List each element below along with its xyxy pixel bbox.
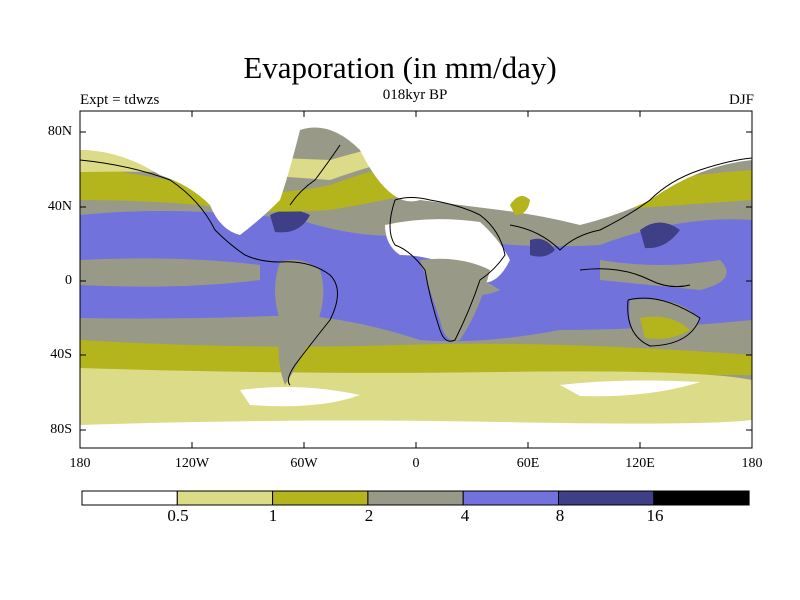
season-label: DJF xyxy=(728,92,754,108)
colorbar-swatch xyxy=(176,490,274,506)
y-tick-label: 40N xyxy=(47,199,72,214)
band-north-olive xyxy=(80,150,480,212)
y-tick-label: 80N xyxy=(47,124,72,139)
x-tick-label: 60E xyxy=(516,456,540,471)
caspian-olive xyxy=(510,196,530,215)
gulfstream-dark xyxy=(270,210,310,233)
colorbar xyxy=(81,490,750,506)
chart-title: Evaporation (in mm/day) xyxy=(243,50,557,85)
x-tick-label: 180 xyxy=(69,456,91,471)
south-america xyxy=(275,259,324,385)
colorbar-label: 2 xyxy=(364,506,374,525)
polar-white-patch2 xyxy=(560,380,700,397)
band-equator-gray xyxy=(80,258,260,287)
time-label: 018kyr BP xyxy=(382,87,448,103)
colorbar-label: 16 xyxy=(646,506,664,525)
colorbar-swatch xyxy=(653,490,750,506)
x-tick-label: 120E xyxy=(625,456,655,471)
map-field xyxy=(80,111,752,448)
colorbar-swatch xyxy=(462,490,560,506)
australia-interior xyxy=(640,316,690,339)
y-tick-label: 0 xyxy=(65,273,72,288)
arabian-dark xyxy=(530,238,555,257)
axis-ticks xyxy=(79,111,753,448)
x-tick-label: 0 xyxy=(412,456,420,471)
y-tick-label: 40S xyxy=(50,347,72,362)
southern-africa xyxy=(420,258,490,341)
coastlines xyxy=(80,144,752,386)
colorbar-label: 0.5 xyxy=(167,506,189,525)
x-tick-label: 180 xyxy=(741,456,763,471)
band-south-olive xyxy=(80,340,752,375)
colorbar-swatch xyxy=(367,490,464,506)
colorbar-label: 8 xyxy=(555,506,565,525)
northern-landmass xyxy=(80,111,752,235)
antarctica xyxy=(80,420,752,448)
experiment-label: Expt = tdwzs xyxy=(80,92,160,108)
polar-white-patch xyxy=(240,386,360,407)
x-tick-label: 120W xyxy=(174,456,210,471)
y-tick-label: 80S xyxy=(50,422,72,437)
band-tropical-blue xyxy=(80,211,752,342)
colorbar-swatch xyxy=(558,490,655,506)
colorbar-label: 1 xyxy=(268,506,278,525)
colorbar-swatch xyxy=(272,490,369,506)
colorbar-label: 4 xyxy=(460,506,470,525)
band-pacific-gray xyxy=(600,260,727,290)
colorbar-swatch xyxy=(81,490,178,506)
x-tick-label: 60W xyxy=(290,456,318,471)
kuroshio-dark xyxy=(640,222,680,249)
